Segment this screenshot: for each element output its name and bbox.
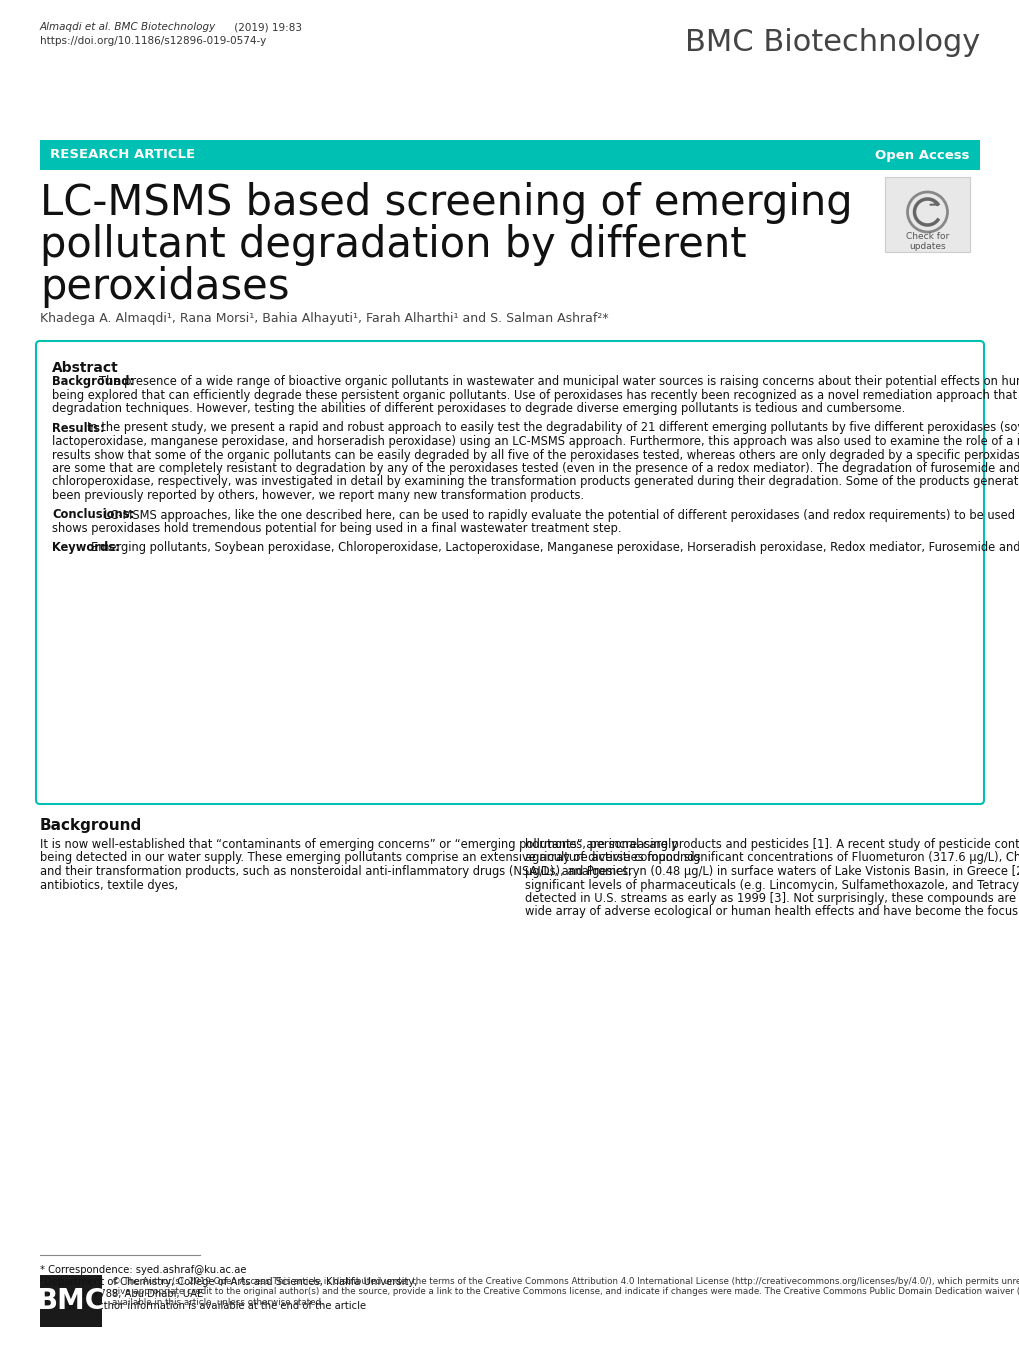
Text: being detected in our water supply. These emerging pollutants comprise an extens: being detected in our water supply. Thes…: [40, 851, 700, 864]
Text: The presence of a wide range of bioactive organic pollutants in wastewater and m: The presence of a wide range of bioactiv…: [100, 375, 1019, 388]
Text: shows peroxidases hold tremendous potential for being used in a final wastewater: shows peroxidases hold tremendous potent…: [52, 522, 621, 535]
Text: © The Author(s). 2019 Open Access This article is distributed under the terms of: © The Author(s). 2019 Open Access This a…: [112, 1276, 1019, 1286]
Text: updates: updates: [908, 243, 945, 251]
Text: Check for: Check for: [905, 232, 949, 241]
Text: degradation techniques. However, testing the abilities of different peroxidases : degradation techniques. However, testing…: [52, 402, 905, 415]
Text: Background: Background: [40, 818, 142, 833]
Text: (2019) 19:83: (2019) 19:83: [218, 22, 302, 33]
Text: antibiotics, textile dyes,: antibiotics, textile dyes,: [40, 878, 178, 892]
Bar: [40, 1275, 102, 1327]
Bar: [884, 178, 969, 252]
Text: P.O Box 127788, Abu Dhabi, UAE: P.O Box 127788, Abu Dhabi, UAE: [40, 1289, 203, 1299]
Text: LC-MSMS approaches, like the one described here, can be used to rapidly evaluate: LC-MSMS approaches, like the one describ…: [104, 508, 1019, 522]
Text: Abstract: Abstract: [52, 360, 118, 375]
Text: lactoperoxidase, manganese peroxidase, and horseradish peroxidase) using an LC-M: lactoperoxidase, manganese peroxidase, a…: [52, 435, 1019, 449]
Text: Background:: Background:: [52, 375, 133, 388]
Text: wide array of adverse ecological or human health effects and have become the foc: wide array of adverse ecological or huma…: [525, 905, 1019, 919]
Text: pollutant degradation by different: pollutant degradation by different: [40, 224, 746, 266]
Text: ²Department of Chemistry, College of Arts and Sciences, Khalifa University,: ²Department of Chemistry, College of Art…: [40, 1276, 417, 1287]
Text: Conclusions:: Conclusions:: [52, 508, 135, 522]
Text: BMC Biotechnology: BMC Biotechnology: [684, 28, 979, 57]
Text: peroxidases: peroxidases: [40, 266, 289, 308]
Text: are some that are completely resistant to degradation by any of the peroxidases : are some that are completely resistant t…: [52, 462, 1019, 476]
Bar: [40, 140, 979, 169]
Text: significant levels of pharmaceuticals (e.g. Lincomycin, Sulfamethoxazole, and Te: significant levels of pharmaceuticals (e…: [525, 878, 1019, 892]
Text: been previously reported by others, however, we report many new transformation p: been previously reported by others, howe…: [52, 489, 584, 501]
Text: hormones, personal care products and pesticides [1]. A recent study of pesticide: hormones, personal care products and pes…: [525, 837, 1019, 851]
Text: BMC: BMC: [37, 1287, 105, 1314]
Text: In the present study, we present a rapid and robust approach to easily test the : In the present study, we present a rapid…: [87, 421, 1019, 435]
Text: being explored that can efficiently degrade these persistent organic pollutants.: being explored that can efficiently degr…: [52, 389, 1019, 401]
Text: μg/L), and Prometryn (0.48 μg/L) in surface waters of Lake Vistonis Basin, in Gr: μg/L), and Prometryn (0.48 μg/L) in surf…: [525, 864, 1019, 878]
Text: Keywords:: Keywords:: [52, 542, 119, 554]
Text: Khadega A. Almaqdi¹, Rana Morsi¹, Bahia Alhayuti¹, Farah Alharthi¹ and S. Salman: Khadega A. Almaqdi¹, Rana Morsi¹, Bahia …: [40, 312, 608, 325]
Text: * Correspondence: syed.ashraf@ku.ac.ae: * Correspondence: syed.ashraf@ku.ac.ae: [40, 1266, 247, 1275]
FancyBboxPatch shape: [36, 341, 983, 804]
Text: Full list of author information is available at the end of the article: Full list of author information is avail…: [40, 1301, 366, 1312]
Text: Almaqdi et al. BMC Biotechnology: Almaqdi et al. BMC Biotechnology: [40, 22, 216, 33]
Text: Results:: Results:: [52, 421, 105, 435]
Text: results show that some of the organic pollutants can be easily degraded by all f: results show that some of the organic po…: [52, 449, 1019, 462]
Text: detected in U.S. streams as early as 1999 [3]. Not surprisingly, these compounds: detected in U.S. streams as early as 199…: [525, 892, 1019, 905]
Text: chloroperoxidase, respectively, was investigated in detail by examining the tran: chloroperoxidase, respectively, was inve…: [52, 476, 1019, 489]
Text: agriculture activities found significant concentrations of Fluometuron (317.6 μg: agriculture activities found significant…: [525, 851, 1019, 864]
Text: Open Access: Open Access: [874, 149, 969, 161]
Text: https://doi.org/10.1186/s12896-019-0574-y: https://doi.org/10.1186/s12896-019-0574-…: [40, 37, 266, 46]
Text: Emerging pollutants, Soybean peroxidase, Chloroperoxidase, Lactoperoxidase, Mang: Emerging pollutants, Soybean peroxidase,…: [91, 542, 1019, 554]
Text: LC-MSMS based screening of emerging: LC-MSMS based screening of emerging: [40, 182, 852, 224]
Text: available in this article, unless otherwise stated.: available in this article, unless otherw…: [112, 1298, 323, 1308]
Text: It is now well-established that “contaminants of emerging concerns” or “emerging: It is now well-established that “contami…: [40, 837, 678, 851]
Text: and their transformation products, such as nonsteroidal anti-inflammatory drugs : and their transformation products, such …: [40, 864, 631, 878]
Text: give appropriate credit to the original author(s) and the source, provide a link: give appropriate credit to the original …: [112, 1287, 1019, 1297]
Text: RESEARCH ARTICLE: RESEARCH ARTICLE: [50, 149, 195, 161]
